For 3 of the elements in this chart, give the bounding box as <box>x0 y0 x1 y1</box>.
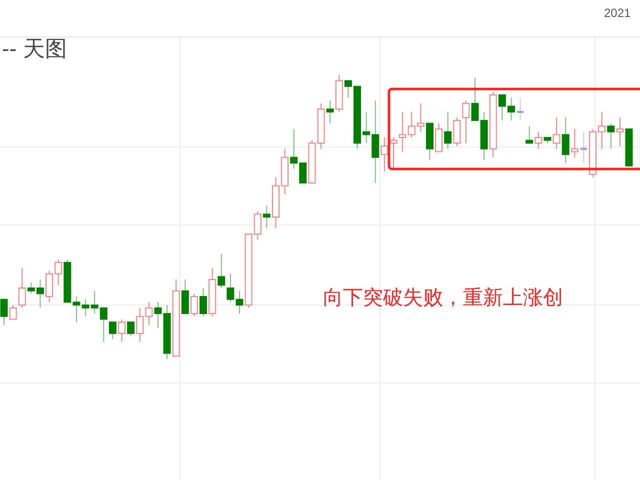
annotation: 向下突破失败，重新上涨创 <box>323 287 563 309</box>
chart-title: -- 天图 <box>2 36 67 61</box>
text: 2021 <box>604 6 632 20</box>
